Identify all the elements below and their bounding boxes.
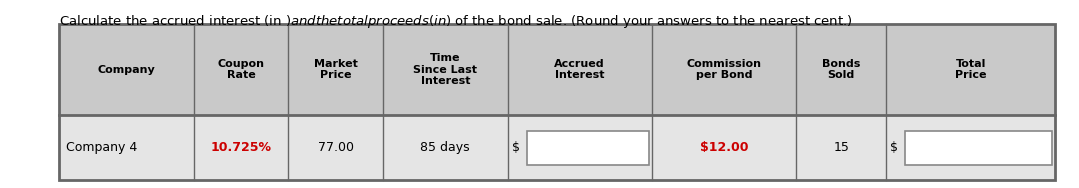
Text: Bonds
Sold: Bonds Sold <box>822 59 860 80</box>
Text: Commission
per Bond: Commission per Bond <box>686 59 762 80</box>
Text: Total
Price: Total Price <box>955 59 986 80</box>
Text: Accrued
Interest: Accrued Interest <box>555 59 605 80</box>
Text: Market
Price: Market Price <box>314 59 357 80</box>
Text: Calculate the accrued interest (in $) and the total proceeds (in $) of the bond : Calculate the accrued interest (in $) an… <box>59 13 853 30</box>
Text: Company 4: Company 4 <box>66 141 137 154</box>
Text: 15: 15 <box>833 141 849 154</box>
Bar <box>59 24 1055 115</box>
Text: $: $ <box>511 141 520 154</box>
Text: $: $ <box>890 141 899 154</box>
Text: $12.00: $12.00 <box>700 141 749 154</box>
Bar <box>59 115 1055 180</box>
Text: Time
Since Last
Interest: Time Since Last Interest <box>413 53 477 86</box>
Bar <box>59 24 1055 180</box>
Text: Company: Company <box>98 65 155 75</box>
Text: 77.00: 77.00 <box>317 141 354 154</box>
Text: Coupon
Rate: Coupon Rate <box>218 59 264 80</box>
Text: 85 days: 85 days <box>421 141 470 154</box>
Text: 10.725%: 10.725% <box>210 141 272 154</box>
Bar <box>527 131 648 165</box>
Bar <box>905 131 1052 165</box>
